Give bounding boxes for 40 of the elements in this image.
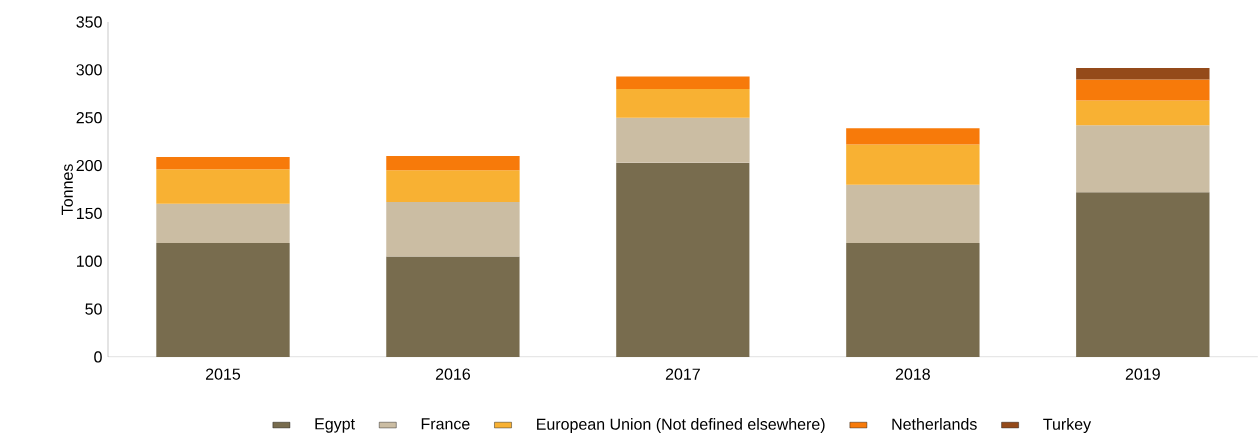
bar bbox=[1076, 67, 1210, 80]
bar bbox=[156, 243, 290, 357]
bar bbox=[1076, 100, 1210, 126]
bar bbox=[616, 162, 750, 357]
y-tick-label: 100 bbox=[77, 255, 102, 267]
y-tick-label: 350 bbox=[76, 16, 102, 28]
x-tick-label: 2016 bbox=[435, 368, 471, 380]
bar bbox=[386, 156, 520, 171]
bar bbox=[156, 203, 290, 244]
bar bbox=[1076, 79, 1210, 101]
y-tick-label: 150 bbox=[77, 207, 102, 220]
bar bbox=[156, 156, 290, 170]
x-tick-label: 2015 bbox=[205, 368, 241, 380]
bar bbox=[1076, 125, 1210, 193]
bar bbox=[616, 89, 750, 118]
bar bbox=[846, 184, 980, 244]
y-tick-label: 200 bbox=[76, 159, 102, 172]
y-tick-label: 250 bbox=[76, 112, 102, 124]
y-axis-title: Tonnes bbox=[61, 164, 73, 215]
legend-label: Netherlands bbox=[892, 418, 977, 430]
legend-label: France bbox=[421, 418, 470, 430]
bar bbox=[386, 170, 520, 202]
bar bbox=[616, 117, 750, 163]
x-tick-label: 2017 bbox=[665, 368, 700, 380]
bar bbox=[1076, 192, 1210, 357]
legend-label: European Union (Not defined elsewhere) bbox=[537, 418, 825, 434]
legend-label: Turkey bbox=[1043, 418, 1092, 434]
y-tick-label: 0 bbox=[94, 351, 102, 363]
y-tick-label: 50 bbox=[85, 303, 102, 315]
bar bbox=[846, 243, 980, 357]
bar bbox=[386, 256, 520, 357]
x-tick-label: 2018 bbox=[895, 368, 930, 380]
bar bbox=[846, 128, 980, 145]
bar bbox=[386, 201, 520, 257]
bar bbox=[156, 169, 290, 204]
legend-label: Egypt bbox=[315, 418, 355, 433]
x-tick-label: 2019 bbox=[1125, 368, 1160, 380]
y-tick-label: 300 bbox=[76, 64, 102, 76]
bar bbox=[616, 76, 750, 90]
bar bbox=[846, 144, 980, 185]
